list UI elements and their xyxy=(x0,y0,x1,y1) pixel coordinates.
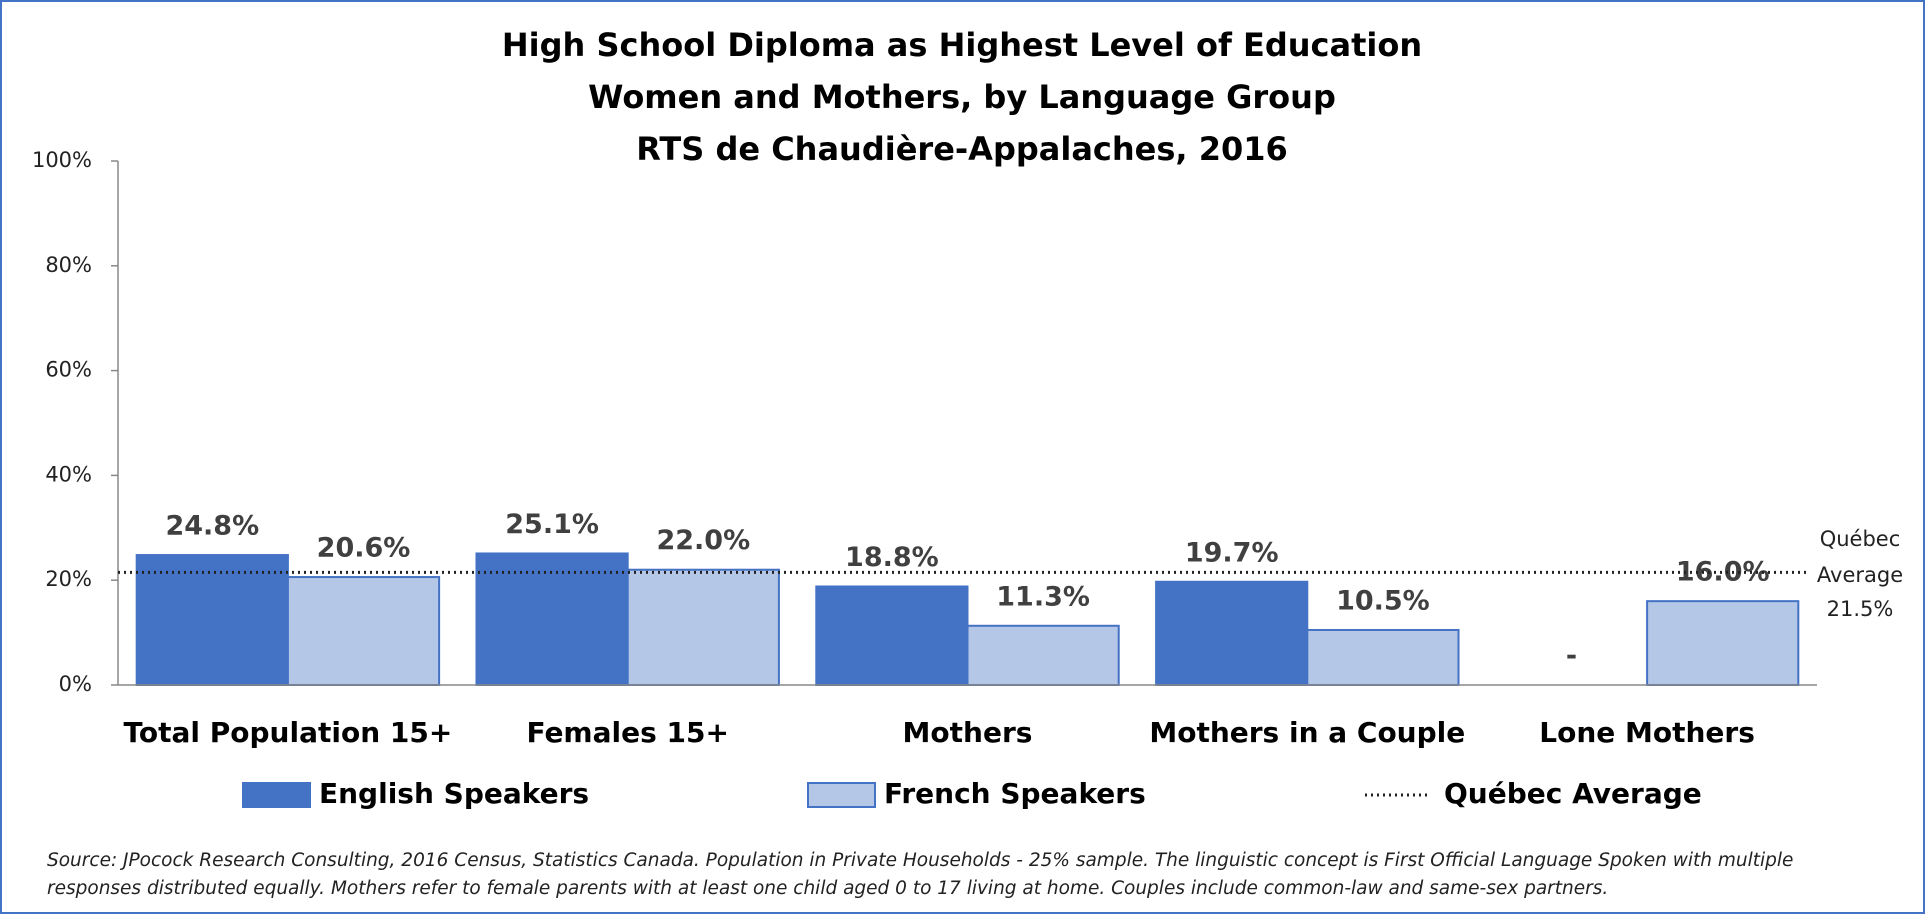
legend-swatch xyxy=(807,782,876,808)
bar xyxy=(815,585,969,686)
y-tick-label: 0% xyxy=(59,672,92,696)
bar xyxy=(626,568,780,686)
bar xyxy=(1306,628,1460,686)
y-tick-label: 100% xyxy=(32,148,92,172)
legend-label: English Speakers xyxy=(319,777,589,810)
data-label: 18.8% xyxy=(845,542,939,573)
x-tick-label: Total Population 15+ xyxy=(124,716,453,749)
source-note: responses distributed equally. Mothers r… xyxy=(47,878,1608,899)
x-tick-label: Females 15+ xyxy=(526,716,728,749)
x-tick-label: Lone Mothers xyxy=(1539,716,1755,749)
reference-label: Québec xyxy=(1820,527,1901,551)
chart-title: RTS de Chaudière-Appalaches, 2016 xyxy=(636,130,1288,168)
data-label: 20.6% xyxy=(317,533,411,564)
y-tick-label: 80% xyxy=(45,253,92,277)
legend-label: Québec Average xyxy=(1444,777,1702,810)
data-label: - xyxy=(1566,641,1577,672)
data-label: 24.8% xyxy=(165,511,259,542)
bar xyxy=(966,624,1120,687)
data-label: 10.5% xyxy=(1336,585,1430,616)
legend-swatch xyxy=(242,782,311,808)
reference-value-label: 21.5% xyxy=(1827,597,1894,621)
data-label: 16.0% xyxy=(1676,557,1770,588)
bar xyxy=(1155,580,1309,686)
y-tick-label: 20% xyxy=(45,567,92,591)
reference-label: Average xyxy=(1817,563,1903,587)
y-tick-label: 40% xyxy=(45,462,92,486)
bar xyxy=(286,576,441,687)
bar xyxy=(135,554,289,686)
bar xyxy=(1646,600,1800,686)
chart-title: High School Diploma as Highest Level of … xyxy=(502,26,1422,64)
chart-title: Women and Mothers, by Language Group xyxy=(588,78,1336,116)
legend-label: French Speakers xyxy=(884,777,1146,810)
data-label: 19.7% xyxy=(1185,537,1279,568)
data-label: 11.3% xyxy=(996,581,1090,612)
y-tick-label: 60% xyxy=(45,358,92,382)
data-label: 25.1% xyxy=(505,509,599,540)
source-note: Source: JPocock Research Consulting, 201… xyxy=(47,850,1793,871)
bar xyxy=(475,552,629,687)
x-tick-label: Mothers in a Couple xyxy=(1149,716,1465,749)
x-tick-label: Mothers xyxy=(903,716,1033,749)
data-label: 22.0% xyxy=(656,525,750,556)
